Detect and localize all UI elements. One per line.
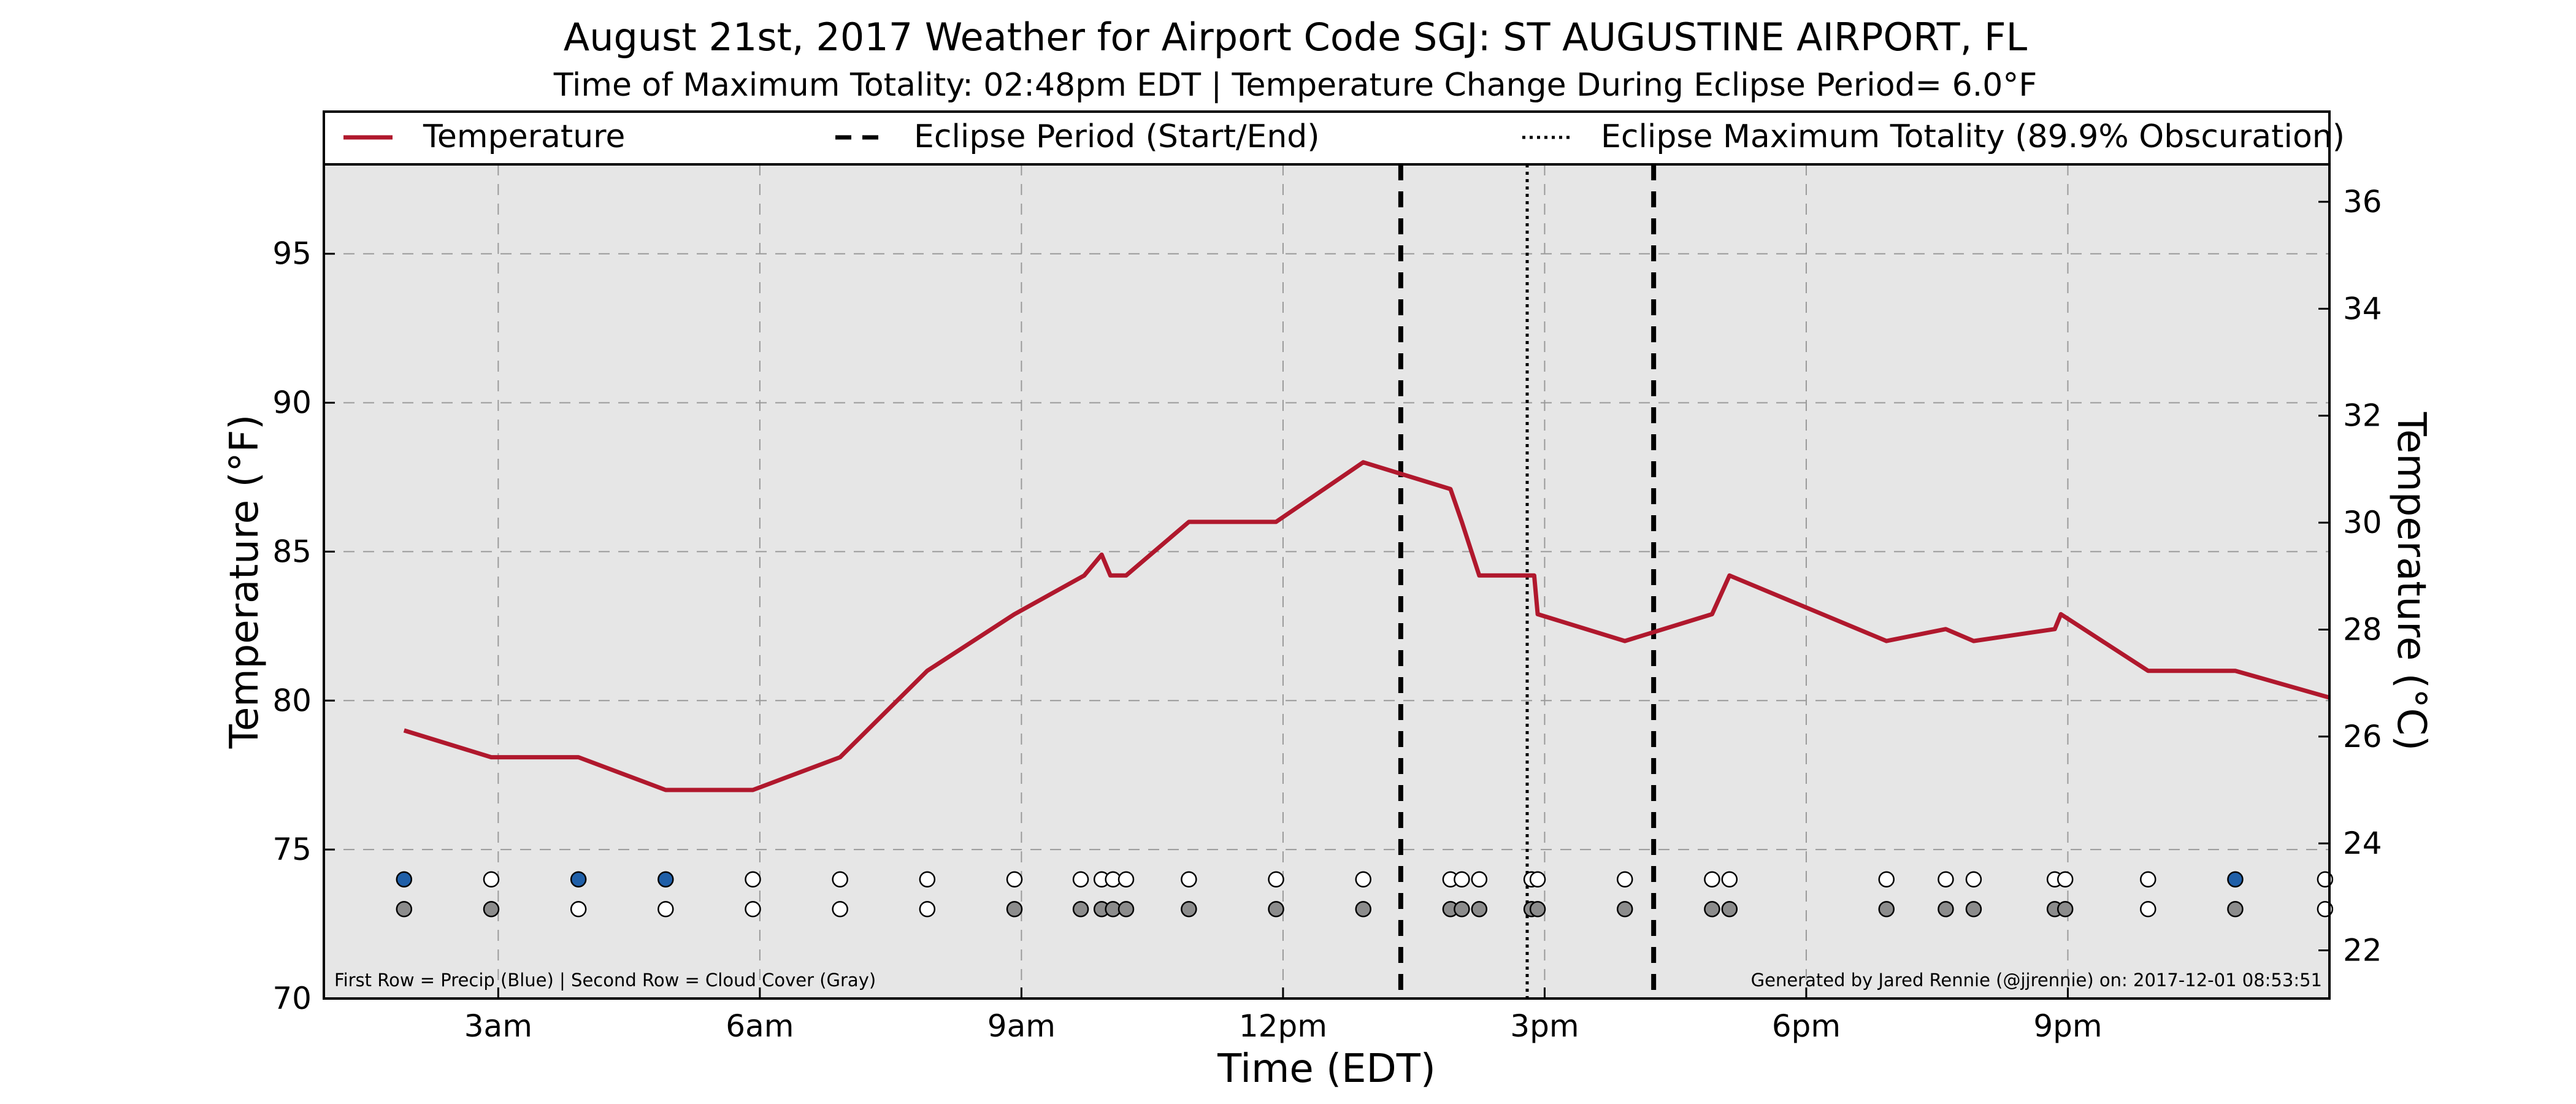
precip-marker (745, 871, 761, 887)
cloud-marker (2227, 901, 2244, 918)
y-tick-label-right: 22 (2343, 933, 2382, 968)
precip-marker (1006, 871, 1023, 887)
cloud-marker (2140, 901, 2156, 918)
cloud-marker (1454, 901, 1470, 918)
x-tick-label: 6am (726, 1008, 794, 1044)
precip-marker (570, 871, 587, 887)
cloud-marker (1616, 901, 1633, 918)
precip-marker (1355, 871, 1371, 887)
temperature-series (403, 460, 2330, 792)
y-axis-left: 70 75 80 85 90 95 (272, 236, 335, 1016)
precip-marker (1965, 871, 1982, 887)
plot-area (324, 164, 2329, 999)
x-tick-label: 9am (987, 1008, 1056, 1044)
legend: Temperature Eclipse Period (Start/End) E… (323, 110, 2345, 166)
y-tick-label: 95 (272, 236, 312, 272)
legend-label-eclipse-period: Eclipse Period (Start/End) (914, 118, 1320, 155)
x-tick-label: 3am (464, 1008, 532, 1044)
cloud-marker (1006, 901, 1023, 918)
precip-marker (2227, 871, 2244, 887)
temperature-line (403, 460, 2330, 792)
footnote-left: First Row = Precip (Blue) | Second Row =… (334, 970, 876, 991)
x-tick-label: 12pm (1239, 1008, 1327, 1044)
precip-marker (1072, 871, 1089, 887)
y-tick-label: 90 (272, 385, 312, 421)
y-tick-label-right: 26 (2343, 719, 2382, 754)
precip-marker (919, 871, 936, 887)
precip-marker (1529, 871, 1546, 887)
y-tick-label: 80 (272, 683, 312, 718)
cloud-marker (1721, 901, 1738, 918)
y-tick-label-right: 32 (2343, 398, 2382, 434)
obs-markers (396, 871, 2334, 918)
x-tick-label: 3pm (1510, 1008, 1579, 1044)
y-tick-label-right: 28 (2343, 611, 2382, 647)
y-axis-label: Temperature (°F) (222, 415, 267, 749)
cloud-marker (1965, 901, 1982, 918)
cloud-marker (570, 901, 587, 918)
y-tick-label-right: 34 (2343, 291, 2382, 326)
cloud-marker (396, 901, 413, 918)
y-axis-right: 22 24 26 28 30 32 34 36 (2318, 184, 2382, 968)
cloud-marker (1704, 901, 1720, 918)
y-axis-label-right: Temperature (°C) (2388, 412, 2434, 751)
x-axis: 3am 6am 9am 12pm 3pm 6pm 9pm (464, 987, 2103, 1044)
y-tick-label: 85 (272, 534, 312, 569)
precip-marker (657, 871, 674, 887)
y-tick-label-right: 36 (2343, 184, 2382, 220)
precip-marker (832, 871, 848, 887)
cloud-marker (1878, 901, 1895, 918)
y-tick-label: 75 (272, 832, 312, 867)
y-tick-label-right: 24 (2343, 826, 2382, 861)
footnote-right: Generated by Jared Rennie (@jjrennie) on… (1751, 970, 2322, 991)
precip-marker (1454, 871, 1470, 887)
precip-marker (1471, 871, 1488, 887)
cloud-marker (745, 901, 761, 918)
cloud-marker (1072, 901, 1089, 918)
grid-lines (324, 164, 2329, 999)
y-tick-label: 70 (272, 981, 312, 1016)
cloud-marker (1471, 901, 1488, 918)
y-tick-label-right: 30 (2343, 505, 2382, 540)
legend-label-eclipse-max: Eclipse Maximum Totality (89.9% Obscurat… (1601, 118, 2345, 155)
cloud-marker (483, 901, 500, 918)
x-axis-label: Time (EDT) (1217, 1046, 1436, 1092)
cloud-marker (832, 901, 848, 918)
x-tick-label: 9pm (2033, 1008, 2102, 1044)
cloud-marker (1355, 901, 1371, 918)
cloud-marker (919, 901, 936, 918)
x-tick-label: 6pm (1772, 1008, 1841, 1044)
cloud-marker (657, 901, 674, 918)
precip-marker (1616, 871, 1633, 887)
precip-marker (1704, 871, 1720, 887)
precip-marker (2057, 871, 2074, 887)
precip-marker (1878, 871, 1895, 887)
legend-label-temperature: Temperature (423, 118, 625, 155)
cloud-marker (1117, 901, 1135, 918)
precip-marker (1721, 871, 1738, 887)
precip-marker (1268, 871, 1284, 887)
cloud-marker (1268, 901, 1284, 918)
cloud-marker (2057, 901, 2074, 918)
precip-marker (2140, 871, 2156, 887)
precip-marker (396, 871, 413, 887)
cloud-marker (1181, 901, 1197, 918)
precip-marker (483, 871, 500, 887)
chart-subtitle: Time of Maximum Totality: 02:48pm EDT | … (553, 67, 2037, 104)
precip-marker (1938, 871, 1954, 887)
cloud-marker (1529, 901, 1546, 918)
cloud-marker (1938, 901, 1954, 918)
chart-title: August 21st, 2017 Weather for Airport Co… (564, 15, 2028, 59)
precip-marker (1181, 871, 1197, 887)
precip-marker (1117, 871, 1135, 887)
eclipse-lines (1398, 164, 1657, 999)
legend-box (323, 110, 2331, 166)
